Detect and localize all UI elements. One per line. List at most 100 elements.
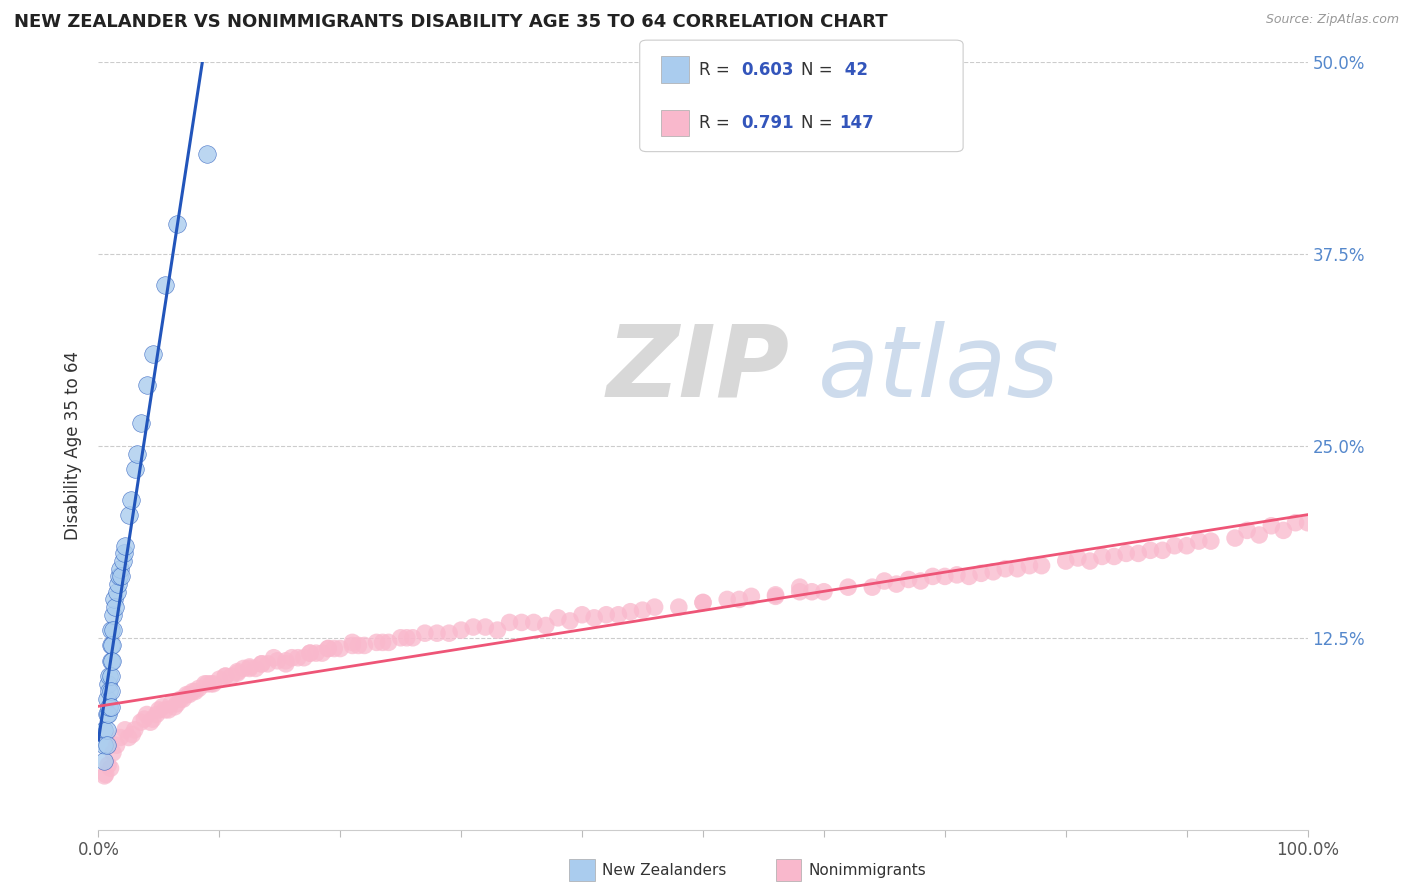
Text: R =: R = (699, 114, 735, 132)
Point (668, 600, 690, 615)
Point (108, 731, 131, 745)
Point (118, 508, 141, 522)
Point (463, 620, 485, 634)
Point (595, 607, 617, 622)
Point (169, 692, 191, 706)
Point (1102, 549, 1125, 564)
Point (166, 217, 188, 231)
Point (1091, 549, 1114, 564)
Point (342, 639, 364, 653)
Point (353, 639, 375, 653)
Point (250, 657, 273, 671)
Point (103, 592, 125, 607)
Text: R =: R = (699, 61, 735, 78)
Point (789, 584, 811, 599)
Point (1018, 558, 1040, 573)
Point (910, 574, 932, 588)
Point (101, 623, 124, 637)
Point (607, 607, 630, 622)
Point (934, 569, 956, 583)
Point (274, 654, 297, 668)
Point (1236, 524, 1258, 538)
Text: atlas: atlas (818, 321, 1060, 417)
Point (740, 590, 762, 604)
Point (1175, 539, 1198, 553)
Text: 42: 42 (839, 61, 869, 78)
Point (1296, 516, 1319, 530)
Point (97, 707, 120, 722)
Point (124, 462, 146, 476)
Point (813, 584, 835, 599)
Point (692, 595, 714, 609)
Point (1067, 551, 1090, 566)
Point (287, 650, 309, 665)
Point (1152, 543, 1174, 558)
Point (765, 590, 787, 604)
Point (97, 677, 120, 691)
Point (176, 688, 198, 702)
Y-axis label: Disability Age 35 to 64: Disability Age 35 to 64 (65, 351, 83, 541)
Point (148, 703, 170, 717)
Point (105, 738, 128, 752)
Point (163, 699, 186, 714)
Text: New Zealanders: New Zealanders (602, 863, 725, 878)
Point (93, 754, 115, 768)
Point (981, 565, 1004, 579)
Point (142, 347, 165, 361)
Point (194, 677, 217, 691)
Point (619, 605, 641, 619)
Point (97, 758, 120, 772)
Point (172, 692, 194, 706)
Point (94, 767, 117, 781)
Point (292, 650, 315, 665)
Point (100, 654, 122, 668)
Point (129, 715, 152, 730)
Point (100, 639, 122, 653)
Point (134, 712, 156, 726)
Point (692, 595, 714, 609)
Point (101, 746, 124, 760)
Point (1260, 518, 1282, 533)
Point (245, 661, 267, 675)
Point (108, 569, 131, 583)
Text: 147: 147 (839, 114, 875, 132)
Point (450, 623, 472, 637)
Point (305, 646, 328, 660)
Text: Nonimmigrants: Nonimmigrants (808, 863, 927, 878)
Point (129, 416, 152, 430)
Point (145, 707, 167, 722)
Text: Source: ZipAtlas.com: Source: ZipAtlas.com (1265, 13, 1399, 27)
Point (765, 588, 787, 602)
Text: NEW ZEALANDER VS NONIMMIGRANTS DISABILITY AGE 35 TO 64 CORRELATION CHART: NEW ZEALANDER VS NONIMMIGRANTS DISABILIT… (14, 13, 887, 31)
Point (474, 620, 496, 634)
Point (100, 669, 122, 683)
Point (994, 562, 1017, 576)
Point (789, 580, 811, 594)
Point (402, 631, 425, 645)
Point (118, 731, 141, 745)
Text: 0.791: 0.791 (741, 114, 793, 132)
Point (200, 677, 222, 691)
Point (214, 669, 236, 683)
Point (108, 562, 131, 576)
Point (1188, 534, 1211, 549)
Point (184, 684, 207, 698)
Point (157, 703, 180, 717)
Point (100, 684, 122, 698)
Point (142, 712, 165, 726)
Point (96, 707, 118, 722)
Point (377, 635, 399, 649)
Point (98, 684, 121, 698)
Point (263, 650, 285, 665)
Point (1199, 534, 1222, 549)
Point (153, 703, 176, 717)
Point (558, 614, 581, 628)
Point (114, 723, 136, 737)
Point (239, 660, 262, 674)
Point (510, 615, 533, 630)
Point (534, 618, 557, 632)
Point (299, 646, 322, 660)
Point (395, 631, 418, 645)
Point (100, 699, 122, 714)
Point (486, 623, 509, 637)
